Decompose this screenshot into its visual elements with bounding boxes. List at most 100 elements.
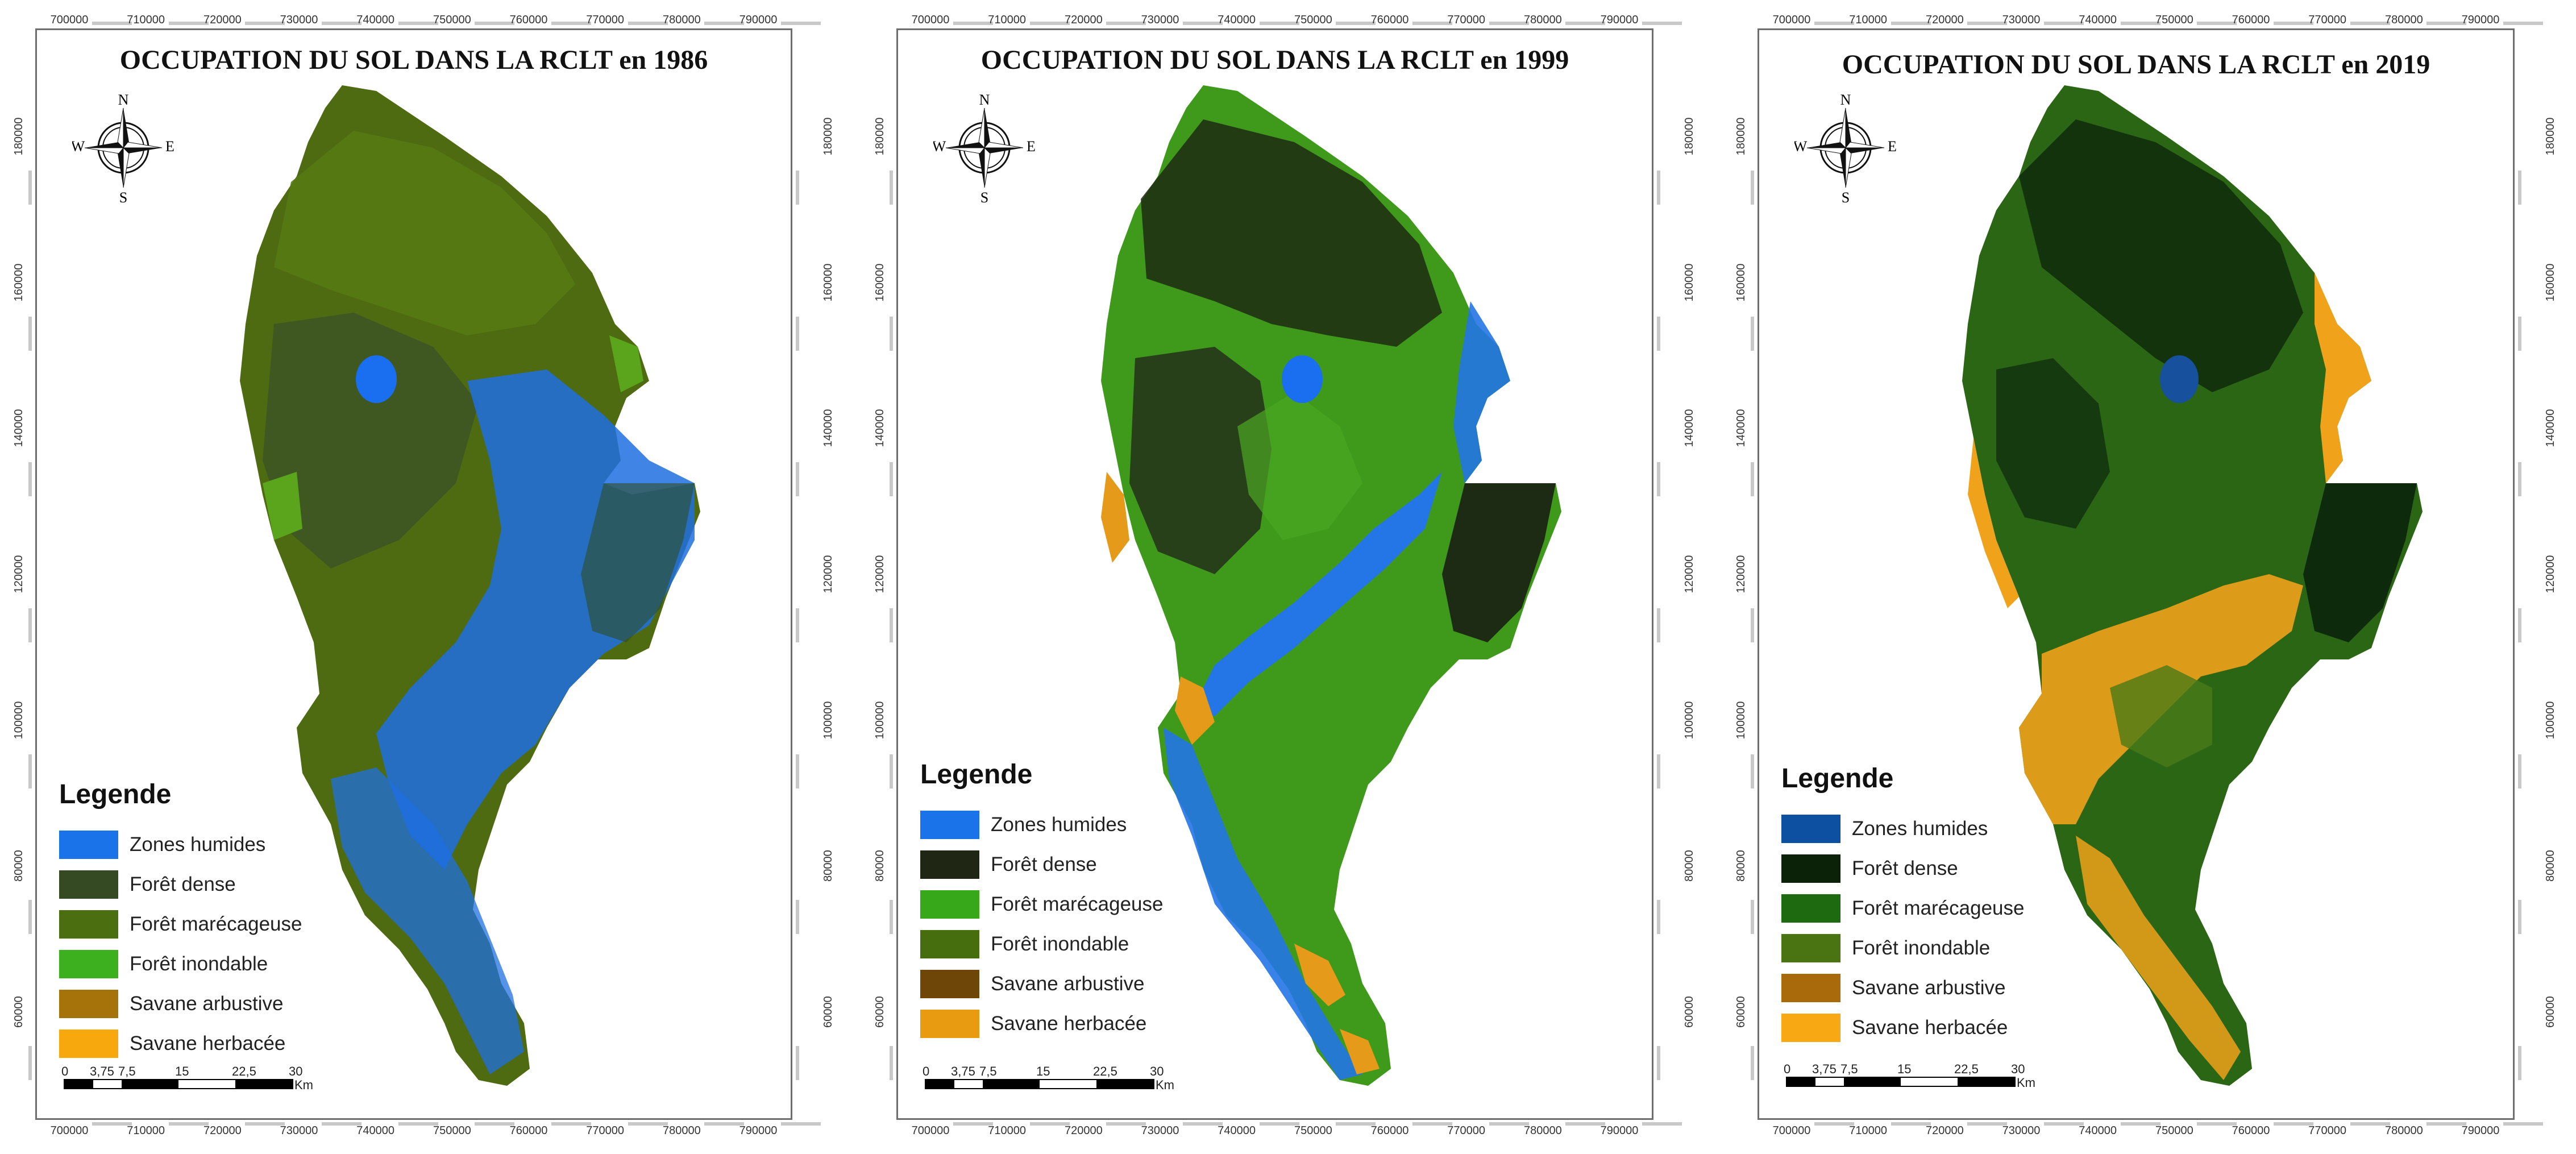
y-tick-label: 180000 — [1683, 117, 1696, 156]
y-tick-label: 160000 — [1683, 263, 1696, 302]
flood-zone — [2110, 665, 2212, 767]
map-panel-1986: OCCUPATION DU SOL DANS LA RCLT en 1986 L… — [0, 0, 853, 1154]
y-tick-mark — [2518, 1046, 2521, 1080]
y-tick-mark — [28, 608, 32, 642]
scale-segment — [178, 1080, 235, 1088]
scale-segment — [954, 1080, 983, 1088]
x-tick-label: 780000 — [2384, 14, 2423, 26]
scale-label: 15 — [1897, 1062, 1912, 1076]
wet-zone — [1192, 472, 1442, 716]
x-tick-label: 780000 — [2384, 1124, 2423, 1137]
scale-bar: 0 3,75 7,5 15 22,5 30 Km — [61, 1064, 313, 1092]
x-tick-label: 740000 — [1218, 14, 1256, 26]
legend-swatch — [920, 970, 979, 998]
y-tick-mark — [28, 316, 32, 351]
legend-title: Legende — [920, 759, 1033, 790]
compass-label: S — [1842, 189, 1850, 205]
compass-label: W — [933, 138, 946, 155]
compass-label: S — [119, 189, 127, 205]
y-tick-label: 80000 — [13, 850, 25, 882]
x-tick-label: 780000 — [662, 1124, 701, 1137]
savane-south — [2076, 836, 2241, 1080]
x-tick-mark — [1891, 22, 1931, 25]
x-tick-mark — [398, 1122, 438, 1126]
x-tick-mark — [2350, 22, 2390, 25]
flood-zone — [263, 335, 643, 540]
east-block — [1442, 483, 1556, 642]
compass-label: N — [118, 92, 129, 108]
y-tick-mark — [28, 171, 32, 205]
x-tick-mark — [1967, 22, 2008, 25]
legend-item: Forêt inondable — [59, 944, 302, 984]
x-tick-label: 720000 — [1925, 1124, 1964, 1137]
y-tick-mark — [890, 316, 893, 351]
map-title: OCCUPATION DU SOL DANS LA RCLT en 1986 — [119, 45, 708, 75]
y-tick-label: 100000 — [13, 701, 25, 740]
y-tick-label: 60000 — [822, 996, 834, 1028]
legend-item: Savane arbustive — [1781, 968, 2024, 1008]
scale-segment — [926, 1080, 954, 1088]
x-tick-label: 700000 — [1772, 14, 1811, 26]
y-tick-label: 60000 — [874, 996, 886, 1028]
y-tick-mark — [2518, 900, 2521, 935]
legend-swatch — [59, 870, 118, 899]
x-tick-mark — [1489, 1122, 1529, 1126]
x-tick-label: 780000 — [662, 14, 701, 26]
x-tick-label: 740000 — [356, 1124, 395, 1137]
legend-label: Forêt dense — [130, 873, 236, 895]
x-tick-label: 700000 — [1772, 1124, 1811, 1137]
scale-unit: Km — [2017, 1076, 2035, 1090]
legend-title: Legende — [1781, 763, 1894, 794]
y-tick-label: 80000 — [1735, 850, 1747, 882]
legend-item: Zones humides — [59, 825, 302, 865]
legend-label: Forêt marécageuse — [130, 913, 302, 935]
legend-label: Forêt inondable — [991, 933, 1129, 955]
y-tick-mark — [890, 608, 893, 642]
scale-segment — [1815, 1078, 1844, 1086]
legend-item: Forêt inondable — [1781, 928, 2024, 968]
north-arrow-compass-icon: N S W E — [72, 92, 174, 205]
legend-swatch — [920, 930, 979, 958]
scale-label: 0 — [923, 1064, 930, 1078]
x-tick-mark — [1967, 1122, 2008, 1126]
x-tick-mark — [704, 22, 745, 25]
x-tick-mark — [322, 22, 362, 25]
compass-label: N — [1840, 92, 1851, 108]
scale-label: 22,5 — [1093, 1064, 1117, 1078]
x-tick-label: 760000 — [2232, 1124, 2270, 1137]
y-tick-mark — [1657, 1046, 1660, 1080]
legend-swatch — [920, 811, 979, 839]
legend-title: Legende — [59, 779, 172, 810]
map-panel-2019: OCCUPATION DU SOL DANS LA RCLT en 2019 L… — [1722, 0, 2575, 1154]
x-tick-label: 710000 — [127, 14, 165, 26]
y-tick-label: 100000 — [1735, 701, 1747, 740]
map-legend: Legende Zones humides Forêt dense Forêt … — [1781, 763, 2024, 1048]
legend-item: Zones humides — [920, 805, 1163, 845]
x-tick-mark — [2120, 22, 2160, 25]
y-tick-mark — [1751, 316, 1754, 351]
legend-label: Zones humides — [130, 833, 266, 856]
legend-label: Forêt dense — [1852, 857, 1958, 879]
y-tick-label: 80000 — [822, 850, 834, 882]
legend-label: Savane arbustive — [130, 993, 284, 1015]
y-tick-mark — [1751, 754, 1754, 788]
legend-item: Forêt dense — [1781, 849, 2024, 889]
x-tick-label: 770000 — [2308, 1124, 2347, 1137]
x-tick-label: 710000 — [988, 1124, 1027, 1137]
legend-swatch — [1781, 934, 1840, 962]
x-tick-label: 760000 — [509, 1124, 548, 1137]
scale-segment — [983, 1080, 1040, 1088]
x-tick-label: 730000 — [2002, 14, 2041, 26]
scale-label: 22,5 — [1954, 1062, 1979, 1076]
x-tick-mark — [322, 1122, 362, 1126]
south-wet — [331, 767, 524, 1074]
x-tick-mark — [398, 22, 438, 25]
x-tick-label: 790000 — [1600, 14, 1639, 26]
y-tick-label: 80000 — [2544, 850, 2557, 882]
y-tick-label: 180000 — [874, 117, 886, 156]
legend-swatch — [59, 1030, 118, 1058]
legend-label: Savane arbustive — [991, 973, 1145, 995]
x-tick-mark — [1029, 1122, 1070, 1126]
x-tick-label: 760000 — [1370, 14, 1409, 26]
x-tick-mark — [1412, 1122, 1452, 1126]
